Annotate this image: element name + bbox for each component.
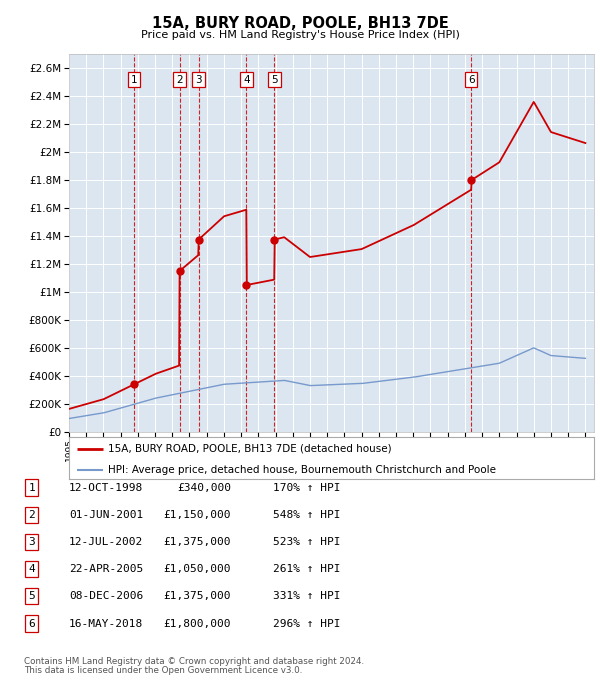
Text: 523% ↑ HPI: 523% ↑ HPI: [273, 537, 341, 547]
Text: £340,000: £340,000: [177, 483, 231, 492]
Text: £1,150,000: £1,150,000: [163, 510, 231, 520]
Text: 3: 3: [196, 75, 202, 84]
Text: 5: 5: [271, 75, 278, 84]
Text: £1,375,000: £1,375,000: [163, 537, 231, 547]
Text: 548% ↑ HPI: 548% ↑ HPI: [273, 510, 341, 520]
Text: 5: 5: [28, 592, 35, 601]
Text: 15A, BURY ROAD, POOLE, BH13 7DE (detached house): 15A, BURY ROAD, POOLE, BH13 7DE (detache…: [109, 443, 392, 454]
Text: £1,800,000: £1,800,000: [163, 619, 231, 628]
Text: 08-DEC-2006: 08-DEC-2006: [69, 592, 143, 601]
Text: 170% ↑ HPI: 170% ↑ HPI: [273, 483, 341, 492]
Text: 12-OCT-1998: 12-OCT-1998: [69, 483, 143, 492]
Text: 16-MAY-2018: 16-MAY-2018: [69, 619, 143, 628]
Text: 6: 6: [468, 75, 475, 84]
Text: Price paid vs. HM Land Registry's House Price Index (HPI): Price paid vs. HM Land Registry's House …: [140, 31, 460, 40]
Text: 4: 4: [28, 564, 35, 574]
Text: 261% ↑ HPI: 261% ↑ HPI: [273, 564, 341, 574]
Text: 15A, BURY ROAD, POOLE, BH13 7DE: 15A, BURY ROAD, POOLE, BH13 7DE: [152, 16, 448, 31]
Text: Contains HM Land Registry data © Crown copyright and database right 2024.: Contains HM Land Registry data © Crown c…: [24, 658, 364, 666]
Text: £1,375,000: £1,375,000: [163, 592, 231, 601]
Text: £1,050,000: £1,050,000: [163, 564, 231, 574]
Text: 3: 3: [28, 537, 35, 547]
Text: 22-APR-2005: 22-APR-2005: [69, 564, 143, 574]
Text: 4: 4: [243, 75, 250, 84]
Text: 2: 2: [28, 510, 35, 520]
Text: 2: 2: [176, 75, 183, 84]
Text: 1: 1: [28, 483, 35, 492]
Text: 331% ↑ HPI: 331% ↑ HPI: [273, 592, 341, 601]
Text: This data is licensed under the Open Government Licence v3.0.: This data is licensed under the Open Gov…: [24, 666, 302, 675]
Text: 296% ↑ HPI: 296% ↑ HPI: [273, 619, 341, 628]
Text: 6: 6: [28, 619, 35, 628]
Text: 12-JUL-2002: 12-JUL-2002: [69, 537, 143, 547]
Text: 1: 1: [131, 75, 137, 84]
Text: 01-JUN-2001: 01-JUN-2001: [69, 510, 143, 520]
Text: HPI: Average price, detached house, Bournemouth Christchurch and Poole: HPI: Average price, detached house, Bour…: [109, 465, 496, 475]
